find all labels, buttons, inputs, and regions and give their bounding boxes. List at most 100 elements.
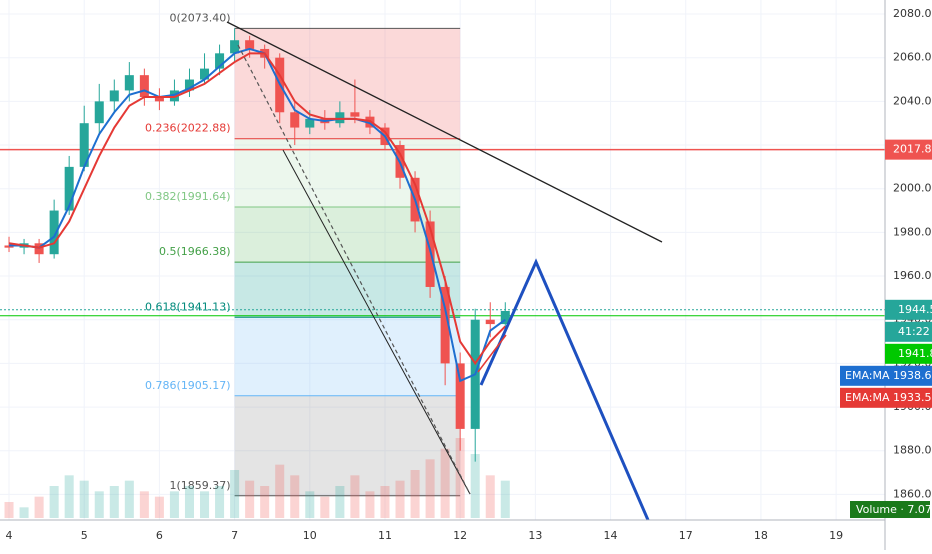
volume-bar	[485, 475, 495, 518]
candle-body	[305, 118, 315, 128]
volume-label: Volume · 7.074K	[856, 503, 932, 516]
candle-body	[49, 210, 59, 255]
candle-body	[154, 96, 164, 102]
price-tag	[840, 387, 932, 408]
candle-body	[124, 75, 134, 91]
y-tick-label: 2040.00	[893, 94, 932, 107]
price-tag	[885, 343, 932, 364]
volume-bar	[34, 496, 44, 518]
x-tick-label: 18	[754, 529, 768, 542]
trend-line	[282, 149, 471, 495]
volume-bar	[4, 502, 14, 518]
candle-body	[184, 79, 194, 91]
volume-bar	[290, 475, 300, 518]
candle-body	[169, 90, 179, 102]
fib-band	[234, 206, 461, 263]
candle-body	[109, 90, 119, 102]
volume-bar	[139, 491, 149, 518]
price-tag-label: 41:22	[898, 325, 930, 338]
fib-label: 0.5(1966.38)	[159, 245, 231, 258]
ema-line	[8, 52, 506, 366]
volume-bar	[470, 454, 480, 518]
candle-body	[64, 166, 74, 211]
x-tick-label: 11	[378, 529, 392, 542]
price-tag	[885, 321, 932, 342]
fib-label: 0.382(1991.64)	[145, 190, 231, 203]
y-tick-label: 1960.00	[893, 269, 932, 282]
volume-bar	[260, 486, 270, 518]
volume-tag	[850, 501, 930, 518]
fib-label: 0(2073.40)	[170, 11, 231, 24]
candle-body	[350, 112, 360, 117]
volume-bar	[94, 491, 104, 518]
x-tick-label: 19	[829, 529, 843, 542]
x-tick-label: 5	[81, 529, 88, 542]
volume-bar	[230, 470, 240, 518]
fib-retracement: 0(2073.40) 0.236(2022.88) 0.382(1991.64) 0.…	[145, 11, 461, 497]
fib-label: 1(1859.37)	[170, 479, 231, 492]
ema-lines	[8, 47, 506, 383]
candle-body	[200, 68, 210, 80]
candle-body	[335, 112, 345, 124]
volume-bar	[320, 496, 330, 518]
candle-body	[485, 319, 495, 325]
volume-bar	[64, 475, 74, 518]
fib-label: 0.786(1905.17)	[145, 379, 231, 392]
y-tick-label: 2080.00	[893, 7, 932, 20]
candle-body	[455, 363, 465, 429]
y-tick-label: 1880.00	[893, 444, 932, 457]
ema-line	[9, 47, 506, 383]
volume-bar	[79, 480, 89, 518]
candle-body	[440, 286, 450, 364]
volume-bar	[245, 480, 255, 518]
trend-line	[237, 44, 471, 495]
volume-bar	[440, 448, 450, 518]
price-tags: 2017.89 1944.54 41:22 1941.80 EMA:MA1938.63E…	[840, 139, 932, 518]
price-tag-label: 1944.54	[898, 303, 932, 316]
grid	[0, 0, 885, 520]
y-tick-label: 2060.00	[893, 51, 932, 64]
candle-body	[79, 123, 89, 167]
volume-bar	[200, 491, 210, 518]
volume-bar	[215, 486, 225, 518]
candle-body	[245, 40, 255, 49]
ema-tag-name: EMA:MA	[845, 369, 890, 382]
volume-bar	[500, 480, 510, 518]
x-tick-label: 17	[679, 529, 693, 542]
volume-bar	[410, 470, 420, 518]
x-tick-label: 10	[303, 529, 317, 542]
volume-bar	[169, 491, 179, 518]
volume-bar	[380, 486, 390, 518]
price-tag	[885, 139, 932, 160]
x-tick-label: 7	[231, 529, 238, 542]
candle-body	[94, 101, 104, 124]
trend-line	[477, 334, 507, 373]
volume-bar	[350, 475, 360, 518]
volume-bar	[425, 459, 435, 518]
volume-bar	[305, 491, 315, 518]
x-tick-label: 6	[156, 529, 163, 542]
x-tick-label: 12	[453, 529, 467, 542]
volume-bar	[455, 438, 465, 518]
fib-band	[234, 395, 461, 496]
volume-bar	[124, 480, 134, 518]
fib-band	[234, 317, 461, 396]
candle-body	[34, 243, 44, 255]
volume-bar	[109, 486, 119, 518]
volume-bar	[19, 507, 29, 518]
candle-body	[425, 221, 435, 287]
y-tick-label: 2000.00	[893, 182, 932, 195]
drawings	[226, 21, 663, 521]
ema-tag-label: 1933.57	[893, 391, 932, 404]
volume-bar	[395, 480, 405, 518]
trend-line	[226, 21, 663, 243]
volume-bar	[154, 496, 164, 518]
price-tag	[885, 299, 932, 320]
y-tick-label: 1980.00	[893, 225, 932, 238]
x-tick-label: 14	[604, 529, 618, 542]
price-tag-label: 1941.80	[898, 347, 932, 360]
ema-tag-label: 1938.63	[893, 369, 932, 382]
volume-bar	[49, 486, 59, 518]
